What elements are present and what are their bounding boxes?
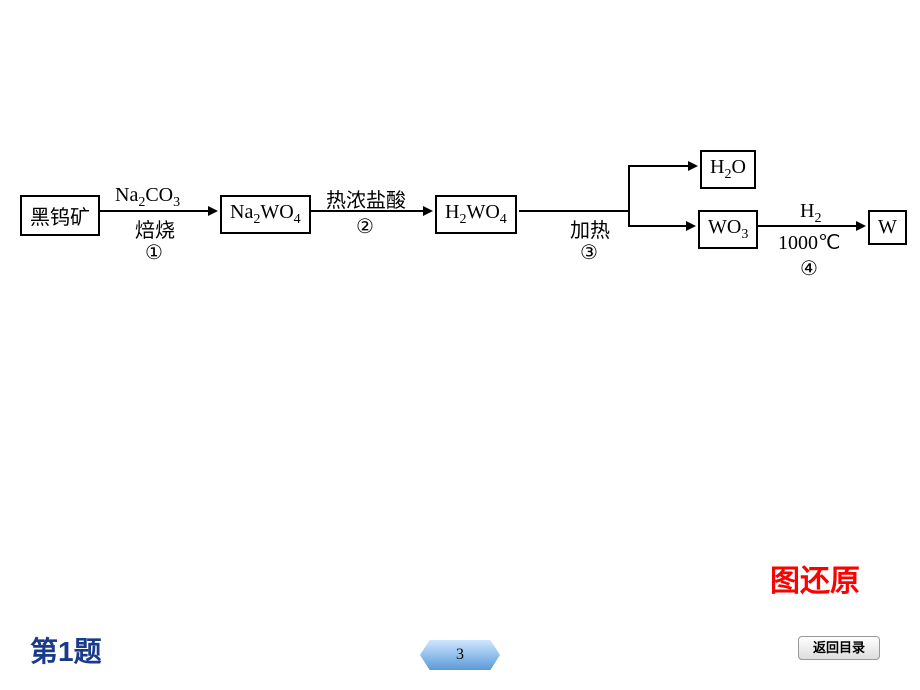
- arrow-4-b1: 1000℃: [778, 230, 840, 255]
- question-label: 第1题: [30, 630, 102, 670]
- node-w: W: [868, 210, 907, 245]
- arrow-3-stem: [519, 210, 628, 212]
- branch-top-head: [688, 161, 698, 171]
- arrow-1-head: [208, 206, 218, 216]
- restore-label[interactable]: 图还原: [770, 556, 860, 600]
- page-indicator: 3: [420, 640, 500, 670]
- node-ore: 黑钨矿: [20, 195, 100, 236]
- arrow-1-b2: ①: [145, 240, 163, 265]
- page-number: 3: [420, 640, 500, 670]
- arrow-2-top: 热浓盐酸: [326, 184, 406, 213]
- arrow-1-top: Na2CO3: [115, 184, 180, 211]
- arrow-2-head: [423, 206, 433, 216]
- node-h2wo4: H2WO4: [435, 195, 517, 234]
- arrow-3-b1: 加热: [570, 214, 610, 243]
- back-button[interactable]: 返回目录: [798, 636, 880, 660]
- node-h2o: H2O: [700, 150, 756, 189]
- arrow-1-b1: 焙烧: [135, 214, 175, 243]
- split-vline: [628, 165, 630, 227]
- node-wo3: WO3: [698, 210, 758, 249]
- arrow-3-b2: ③: [580, 240, 598, 265]
- arrow-4-head: [856, 221, 866, 231]
- arrow-4-top: H2: [800, 200, 821, 227]
- arrow-2-b1: ②: [356, 214, 374, 239]
- branch-bot-head: [686, 221, 696, 231]
- branch-top-line: [628, 165, 690, 167]
- node-na2wo4: Na2WO4: [220, 195, 311, 234]
- branch-bot-line: [628, 225, 688, 227]
- arrow-4-b2: ④: [800, 256, 818, 281]
